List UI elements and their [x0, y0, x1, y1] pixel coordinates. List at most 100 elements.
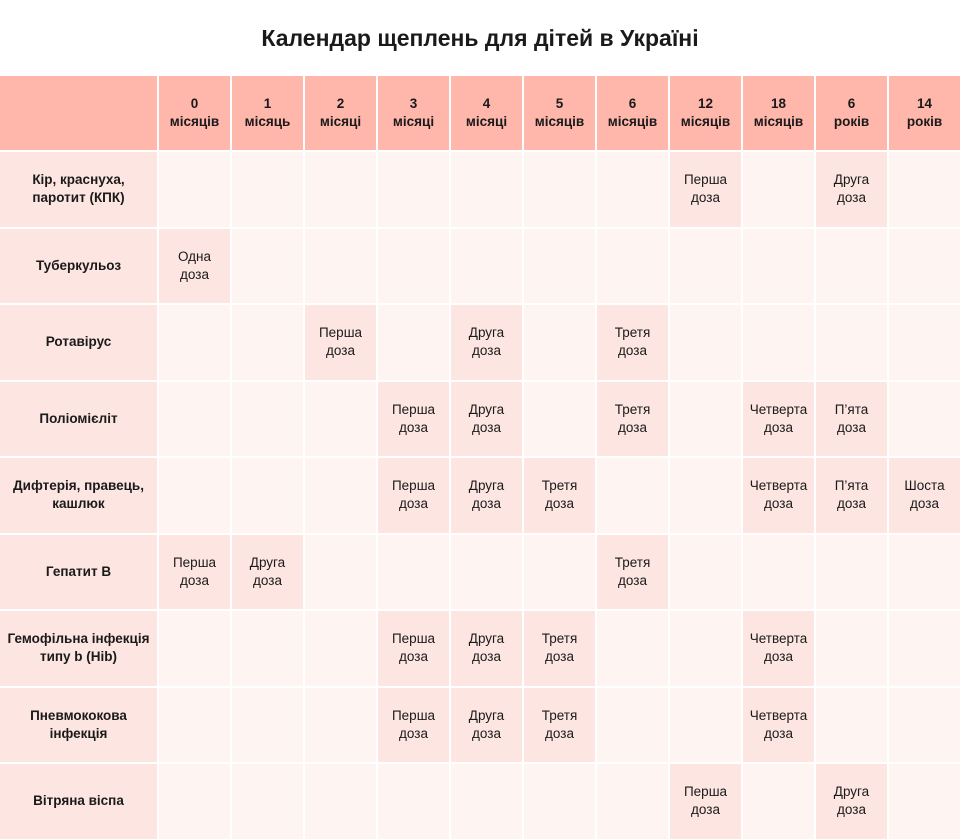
row-label-vaccine: Кір, краснуха, паротит (КПК) [0, 152, 157, 227]
column-header-age: 4 [482, 96, 491, 111]
dose-cell: Четверта доза [743, 458, 814, 533]
empty-cell [889, 764, 960, 839]
empty-cell [451, 228, 522, 303]
empty-cell [305, 458, 376, 533]
dose-ordinal: Шоста [904, 478, 945, 494]
empty-cell [305, 611, 376, 686]
empty-cell [889, 611, 960, 686]
empty-cell [232, 381, 303, 456]
empty-cell [889, 381, 960, 456]
empty-cell [378, 152, 449, 227]
vaccination-schedule-table: 0 місяців 1 місяць 2 місяці 3 місяці 4 місяці 5 міс… [0, 76, 960, 839]
dose-word: доза [618, 419, 647, 435]
empty-cell [451, 152, 522, 227]
dose-ordinal: Третя [614, 325, 651, 341]
empty-cell [159, 687, 230, 762]
empty-cell [889, 687, 960, 762]
column-header-age: 6 [847, 96, 856, 111]
dose-cell: Третя доза [524, 458, 595, 533]
dose-ordinal: Друга [468, 401, 505, 417]
row-label-line: Поліомієліт [39, 410, 118, 426]
row-label-line: Дифтерія, правець, [13, 478, 144, 494]
empty-cell [670, 228, 741, 303]
empty-cell [159, 764, 230, 839]
column-header-age: 3 [409, 96, 418, 111]
empty-cell [159, 611, 230, 686]
column-header: 2 місяці [305, 76, 376, 150]
dose-cell: Перша доза [159, 534, 230, 609]
column-header-unit: місяців [607, 114, 658, 129]
dose-cell: Друга доза [451, 458, 522, 533]
dose-word: доза [399, 649, 428, 665]
empty-cell [597, 152, 668, 227]
empty-cell [159, 305, 230, 380]
dose-ordinal: Третя [541, 478, 578, 494]
dose-ordinal: Четверта [749, 631, 808, 647]
column-header: 12 місяців [670, 76, 741, 150]
dose-ordinal: Третя [541, 631, 578, 647]
column-header-unit: місяців [169, 114, 220, 129]
dose-word: доза [399, 496, 428, 512]
dose-cell: П’ята доза [816, 458, 887, 533]
empty-cell [889, 534, 960, 609]
empty-cell [670, 687, 741, 762]
empty-cell [597, 228, 668, 303]
dose-ordinal: Перша [391, 631, 436, 647]
empty-cell [378, 305, 449, 380]
row-label-line: Туберкульоз [35, 257, 122, 273]
empty-cell [159, 152, 230, 227]
row-label-line: інфекція [49, 725, 108, 741]
dose-cell: Друга доза [451, 381, 522, 456]
column-header-age: 0 [190, 96, 199, 111]
column-header-unit: років [833, 114, 870, 129]
column-header-unit: місяці [319, 114, 362, 129]
dose-word: доза [764, 419, 793, 435]
dose-ordinal: Перша [683, 784, 728, 800]
dose-word: доза [691, 190, 720, 206]
dose-word: доза [326, 343, 355, 359]
column-header: 6 місяців [597, 76, 668, 150]
dose-cell: Третя доза [524, 687, 595, 762]
dose-cell: Перша доза [378, 687, 449, 762]
dose-ordinal: Перша [318, 325, 363, 341]
dose-word: доза [180, 266, 209, 282]
empty-cell [889, 305, 960, 380]
column-header-age: 1 [263, 96, 272, 111]
dose-cell: Шоста доза [889, 458, 960, 533]
dose-word: доза [545, 649, 574, 665]
empty-cell [232, 458, 303, 533]
dose-word: доза [837, 802, 866, 818]
empty-cell [305, 764, 376, 839]
empty-cell [378, 764, 449, 839]
row-label-line: Гемофільна інфекція [7, 631, 150, 647]
dose-ordinal: Четверта [749, 707, 808, 723]
column-header: 3 місяці [378, 76, 449, 150]
empty-cell [232, 611, 303, 686]
column-header-unit: місяць [244, 114, 291, 129]
empty-cell [670, 611, 741, 686]
empty-cell [159, 458, 230, 533]
dose-ordinal: Друга [468, 707, 505, 723]
column-header: 4 місяці [451, 76, 522, 150]
dose-ordinal: П’ята [834, 401, 869, 417]
dose-ordinal: Третя [614, 401, 651, 417]
dose-cell: Третя доза [524, 611, 595, 686]
column-header: 6 років [816, 76, 887, 150]
dose-word: доза [253, 572, 282, 588]
row-label-vaccine: Ротавірус [0, 305, 157, 380]
empty-cell [670, 458, 741, 533]
empty-cell [816, 305, 887, 380]
row-label-line: Пневмококова [30, 707, 127, 723]
empty-cell [743, 228, 814, 303]
empty-cell [524, 152, 595, 227]
column-header-age: 14 [916, 96, 933, 111]
row-label-line: Ротавірус [45, 334, 112, 350]
empty-cell [232, 228, 303, 303]
dose-ordinal: Третя [541, 707, 578, 723]
dose-word: доза [472, 649, 501, 665]
dose-cell: Друга доза [816, 152, 887, 227]
empty-cell [816, 687, 887, 762]
column-header: 0 місяців [159, 76, 230, 150]
dose-cell: Перша доза [670, 764, 741, 839]
column-header: 5 місяців [524, 76, 595, 150]
